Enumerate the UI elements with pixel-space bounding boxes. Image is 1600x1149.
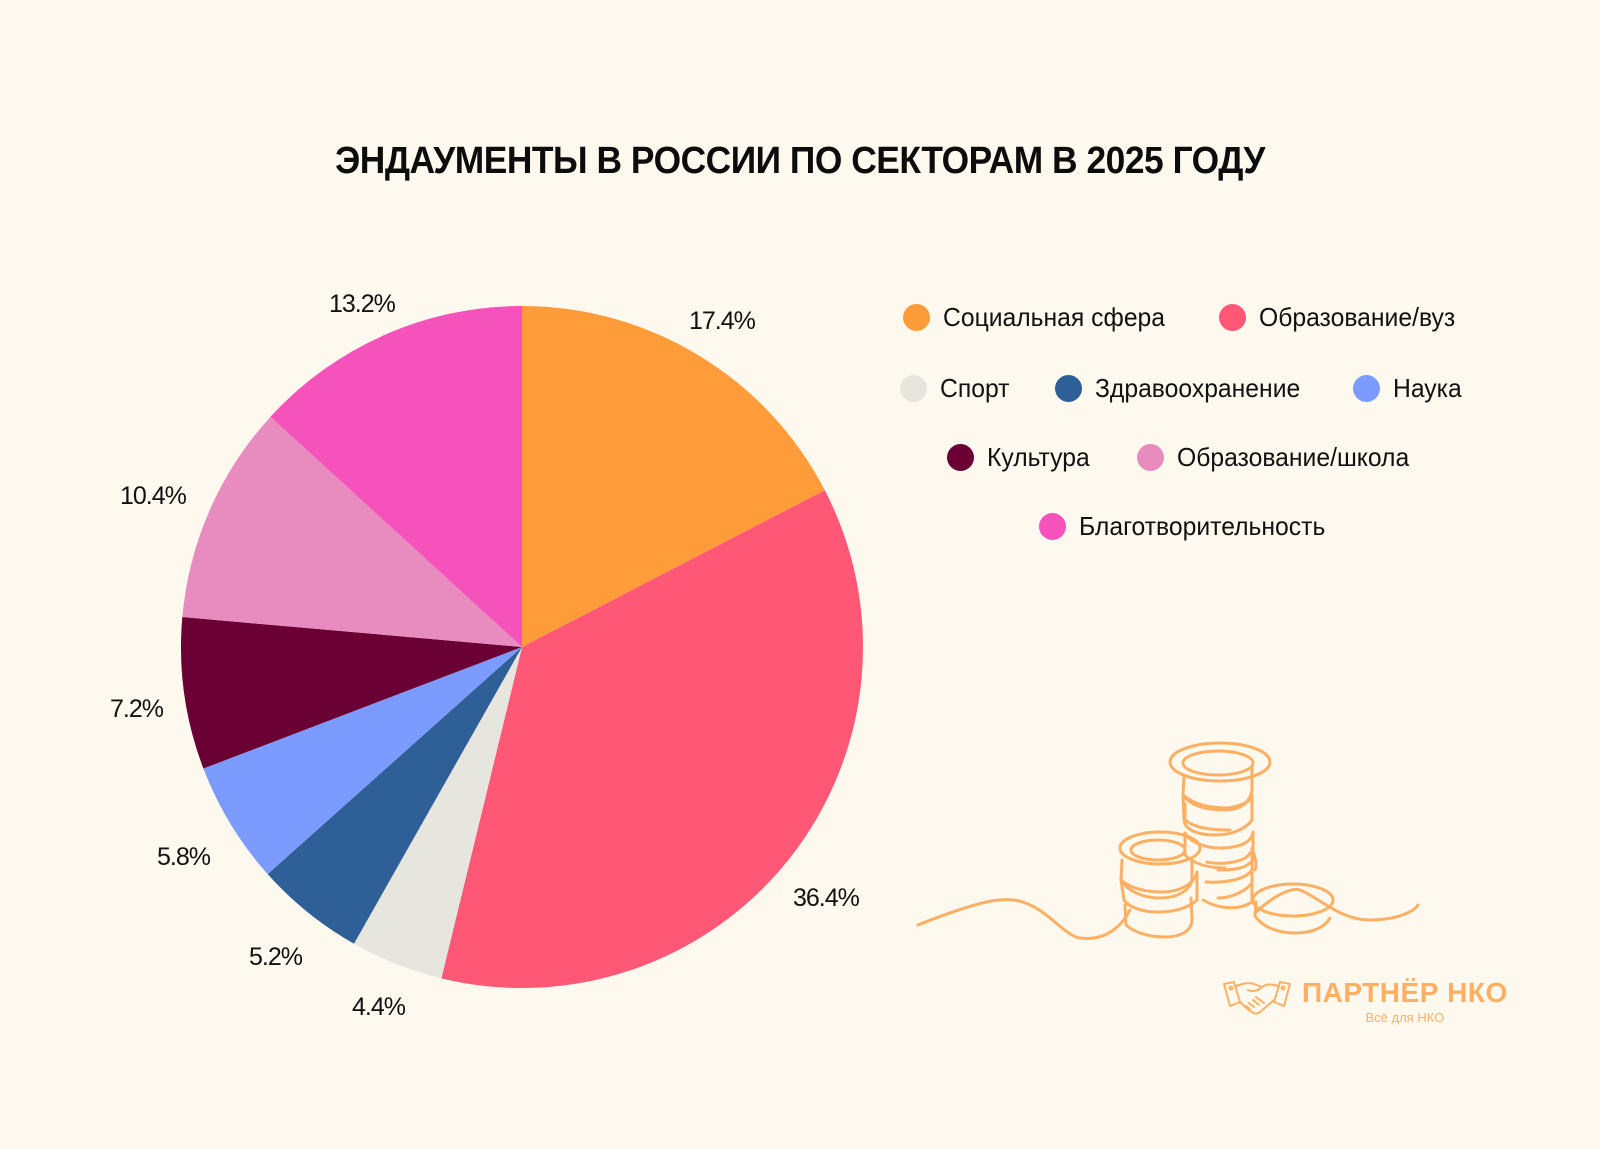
coins-illustration-icon bbox=[916, 741, 1420, 940]
pie-slice-1 bbox=[522, 306, 825, 647]
pie-label-charity: 13.2% bbox=[329, 290, 396, 318]
pie-label-culture: 7.2% bbox=[110, 695, 164, 723]
brand-tagline: Всё для НКО bbox=[1365, 1010, 1445, 1025]
brand-name: ПАРТНЁР НКО bbox=[1302, 977, 1508, 1008]
pie-label-school: 10.4% bbox=[120, 482, 187, 510]
pie-slice-7 bbox=[182, 416, 522, 647]
pie-label-healthcare: 5.2% bbox=[249, 943, 303, 971]
legend-dot-icon bbox=[900, 375, 927, 402]
brand-text: ПАРТНЁР НКО Всё для НКО bbox=[1302, 978, 1508, 1026]
legend-item-school: Образование/школа bbox=[1137, 442, 1421, 473]
brand-logo: ПАРТНЁР НКО Всё для НКО bbox=[1222, 978, 1508, 1026]
legend-label: Образование/школа bbox=[1177, 442, 1410, 472]
legend-item-culture: Культура bbox=[947, 442, 1095, 473]
pie-label-sport: 4.4% bbox=[352, 993, 406, 1021]
legend-dot-icon bbox=[947, 444, 974, 471]
legend-row-1: Социальная сфера Образование/вуз bbox=[903, 302, 1465, 333]
legend-label: Спорт bbox=[940, 373, 1010, 403]
legend-dot-icon bbox=[903, 304, 930, 331]
legend-item-charity: Благотворительность bbox=[1039, 511, 1338, 542]
pie-slice-6 bbox=[181, 617, 522, 769]
legend-label: Образование/вуз bbox=[1258, 302, 1455, 332]
chart-title: ЭНДАУМЕНТЫ В РОССИИ ПО СЕКТОРАМ В 2025 Г… bbox=[335, 140, 1265, 182]
legend-label: Благотворительность bbox=[1079, 511, 1326, 541]
pie-slice-5 bbox=[203, 647, 522, 875]
legend-label: Социальная сфера bbox=[943, 302, 1166, 332]
legend-row-3: Культура Образование/школа bbox=[947, 442, 1422, 473]
handshake-icon bbox=[1223, 981, 1291, 1015]
legend-dot-icon bbox=[1039, 513, 1066, 540]
legend-dot-icon bbox=[1137, 444, 1165, 471]
legend-label: Культура bbox=[987, 442, 1090, 472]
pie-slice-3 bbox=[353, 647, 522, 979]
legend-dot-icon bbox=[1218, 304, 1246, 331]
legend-item-social: Социальная сфера bbox=[903, 302, 1177, 333]
pie-slice-2 bbox=[441, 490, 863, 989]
legend-label: Наука bbox=[1393, 373, 1462, 403]
pie-label-university: 36.4% bbox=[793, 884, 860, 912]
legend-dot-icon bbox=[1353, 375, 1381, 402]
legend-label: Здравоохранение bbox=[1095, 373, 1301, 403]
legend-item-healthcare: Здравоохранение bbox=[1055, 373, 1311, 404]
legend-row-2: Спорт Здравоохранение Наука bbox=[900, 373, 1466, 404]
pie-label-social: 17.4% bbox=[689, 307, 756, 335]
pie-slice-8 bbox=[270, 306, 522, 647]
legend-item-university: Образование/вуз bbox=[1218, 302, 1466, 333]
pie-label-science: 5.8% bbox=[157, 843, 211, 871]
legend-dot-icon bbox=[1055, 375, 1083, 402]
pie-slice-4 bbox=[267, 647, 522, 944]
legend-item-sport: Спорт bbox=[900, 373, 1013, 404]
legend-item-science: Наука bbox=[1353, 373, 1465, 404]
pie-slices bbox=[181, 306, 863, 989]
legend-row-4: Благотворительность bbox=[1039, 511, 1338, 542]
